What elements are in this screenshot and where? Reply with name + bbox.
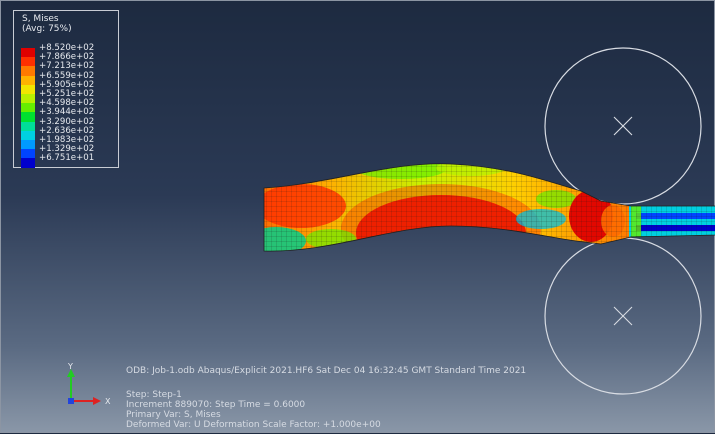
legend-value-label: +1.329e+02 <box>39 144 95 155</box>
legend-subtitle: (Avg: 75%) <box>22 24 72 34</box>
legend-value-label: +7.866e+02 <box>39 52 95 63</box>
legend-title: S, Mises <box>22 14 59 24</box>
triad-y-label: Y <box>67 362 73 371</box>
legend-value-label: +5.251e+02 <box>39 89 95 99</box>
legend-value-label: +7.213e+02 <box>39 61 95 72</box>
legend-color-swatch <box>21 158 35 168</box>
deformed-plate[interactable] <box>246 151 715 274</box>
deformed-var-line: Deformed Var: U Deformation Scale Factor… <box>126 420 381 430</box>
legend-color-swatch <box>21 140 35 150</box>
coordinate-triad: Y X <box>67 362 111 406</box>
legend-value-label: +6.751e+01 <box>39 153 95 164</box>
plate-outline <box>263 163 715 252</box>
legend-color-swatch <box>21 57 35 67</box>
stress-legend: S, Mises (Avg: 75%) +8.520e+02 +7.866e+02… <box>13 10 119 168</box>
legend-color-swatch <box>21 48 35 58</box>
legend-color-swatch <box>21 94 35 104</box>
legend-color-swatch <box>21 121 35 131</box>
legend-color-swatch <box>21 103 35 113</box>
legend-value-label: +3.290e+02 <box>39 116 95 127</box>
legend-value-label: +2.636e+02 <box>39 125 95 136</box>
primary-var-line: Primary Var: S, Mises <box>126 410 221 420</box>
legend-value-label: +8.520e+02 <box>39 43 95 53</box>
legend-color-swatch <box>21 130 35 140</box>
upper-roller[interactable] <box>544 47 702 205</box>
increment-info-line: Increment 889070: Step Time = 0.6000 <box>126 400 306 410</box>
legend-value-label: +6.559e+02 <box>39 70 95 81</box>
legend-value-label: +1.983e+02 <box>39 135 95 145</box>
legend-color-swatch <box>21 75 35 85</box>
legend-value-label: +3.944e+02 <box>39 107 95 118</box>
legend-color-swatch <box>21 149 35 159</box>
legend-color-swatch <box>21 112 35 122</box>
lower-roller[interactable] <box>544 237 702 395</box>
legend-color-swatch <box>21 66 35 76</box>
legend-value-label: +4.598e+02 <box>39 98 95 109</box>
legend-color-swatch <box>21 84 35 94</box>
legend-value-label: +5.905e+02 <box>39 79 95 90</box>
triad-x-label: X <box>105 397 111 406</box>
step-info-line: Step: Step-1 <box>126 390 182 400</box>
odb-info-line: ODB: Job-1.odb Abaqus/Explicit 2021.HF6 … <box>126 366 527 376</box>
